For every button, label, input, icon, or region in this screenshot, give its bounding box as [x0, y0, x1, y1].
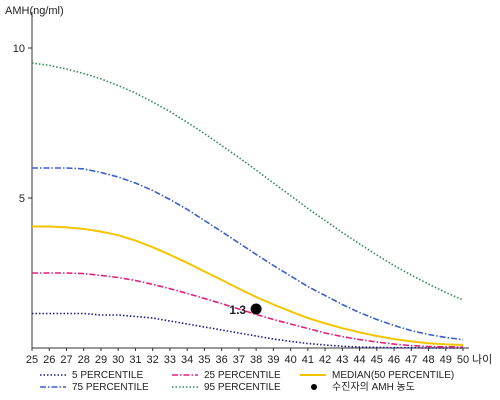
x-tick-label: 40 — [284, 354, 296, 366]
y-axis-label: AMH(ng/ml) — [5, 5, 64, 17]
y-tick-label: 5 — [19, 193, 25, 205]
x-axis-label: 나이 — [472, 353, 492, 366]
x-tick-label: 25 — [26, 354, 38, 366]
x-tick-label: 47 — [405, 354, 417, 366]
axes: AMH(ng/ml) 5 10 25 26 27 28 29 30 31 32 33 34 35 36 37 3… — [5, 5, 492, 366]
series-line-3 — [32, 167, 464, 341]
x-tick-label: 33 — [164, 354, 176, 366]
x-tick-label: 45 — [371, 354, 383, 366]
x-tick-label: 31 — [129, 354, 141, 366]
x-tick-label: 44 — [353, 354, 365, 366]
x-tick-label: 32 — [147, 354, 159, 366]
x-tick-label: 46 — [388, 354, 400, 366]
patient-amh-point — [250, 303, 262, 315]
x-tick-label: 50 — [457, 354, 469, 366]
legend-label-2: MEDIAN(50 PERCENTILE) — [332, 370, 454, 381]
x-tick-label: 28 — [78, 354, 90, 366]
legend: 5 PERCENTILE 25 PERCENTILE MEDIAN(50 PERCE… — [40, 370, 454, 393]
series-line-0 — [32, 312, 463, 349]
legend-label-1: 25 PERCENTILE — [204, 370, 281, 381]
series-line-2 — [32, 225, 464, 346]
series-layer — [31, 62, 464, 349]
x-tick-label: 36 — [216, 354, 228, 366]
legend-label-3: 75 PERCENTILE — [72, 382, 149, 393]
x-tick-label: 35 — [198, 354, 210, 366]
legend-swatch-marker — [311, 384, 317, 390]
x-tick-label: 30 — [112, 354, 124, 366]
x-tick-label: 48 — [422, 354, 434, 366]
x-tick-label: 41 — [302, 354, 314, 366]
x-tick-label: 34 — [181, 354, 193, 366]
legend-label-marker: 수진자의 AMH 농도 — [332, 381, 415, 393]
x-tick-label: 38 — [250, 354, 262, 366]
x-tick-label: 26 — [43, 354, 55, 366]
x-tick-label: 37 — [233, 354, 245, 366]
legend-label-0: 5 PERCENTILE — [72, 370, 143, 381]
patient-amh-value-label: 1.3 — [229, 303, 246, 317]
series-line-4 — [31, 62, 464, 301]
x-tick-label: 43 — [336, 354, 348, 366]
x-tick-label: 42 — [319, 354, 331, 366]
series-line-1 — [32, 272, 464, 348]
legend-label-4: 95 PERCENTILE — [204, 382, 281, 393]
x-tick-label: 39 — [267, 354, 279, 366]
x-tick-label: 49 — [440, 354, 452, 366]
y-tick-label: 10 — [13, 43, 25, 55]
x-tick-label: 29 — [95, 354, 107, 366]
marker-layer: 1.3 — [229, 303, 262, 317]
x-tick-label: 27 — [60, 354, 72, 366]
